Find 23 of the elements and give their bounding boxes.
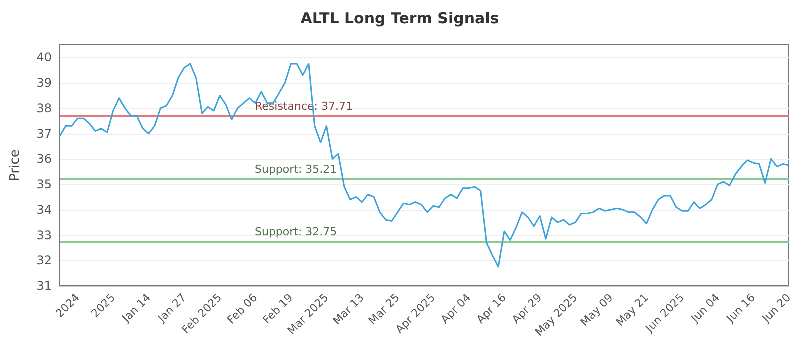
ref-line-label: Support: 35.21	[255, 163, 338, 176]
x-tick-label: Mar 13	[330, 291, 367, 328]
y-tick-label: 33	[36, 228, 52, 242]
x-tick-label: Apr 04	[438, 291, 474, 326]
chart-title: ALTL Long Term Signals	[300, 10, 500, 28]
x-tick-label: Feb 06	[224, 291, 260, 327]
line-series	[59, 63, 790, 268]
y-tick-label: 39	[36, 76, 52, 90]
y-tick-label: 36	[36, 152, 52, 166]
y-tick-label: 40	[36, 50, 52, 65]
x-tick-label: Apr 16	[474, 291, 510, 326]
x-tick-label: Jun 20	[759, 291, 794, 326]
x-tick-label: Jan 14	[119, 291, 154, 326]
ref-line-label: Support: 32.75	[255, 226, 338, 239]
x-tick-label: Jun 04	[688, 291, 722, 326]
y-tick-label: 32	[36, 254, 52, 268]
y-tick-label: 35	[36, 178, 52, 192]
y-tick-label: 31	[36, 279, 52, 293]
y-tick-label: 38	[36, 101, 52, 116]
y-axis-title: Price	[8, 150, 23, 182]
y-tick-label: 37	[36, 126, 52, 141]
x-tick-label: Jun 16	[724, 291, 758, 326]
y-tick-label: 34	[36, 202, 52, 217]
